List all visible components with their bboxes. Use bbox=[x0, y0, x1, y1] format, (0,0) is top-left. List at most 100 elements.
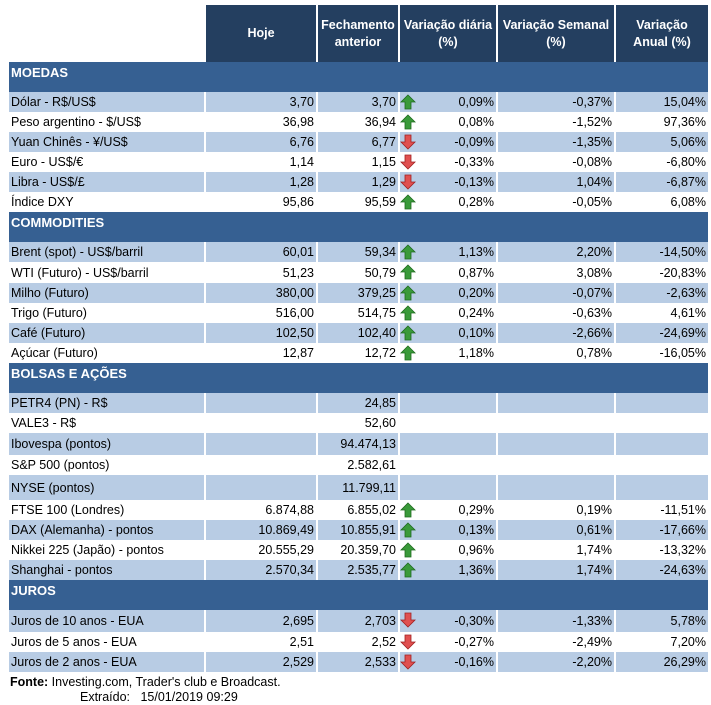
daily-change: 0,09% bbox=[400, 92, 496, 112]
annual-change bbox=[616, 455, 708, 475]
table-row: NYSE (pontos) 11.799,11 bbox=[9, 475, 708, 500]
content: Hoje Fechamento anterior Variação diária (… bbox=[7, 5, 709, 705]
arrow-up-icon bbox=[400, 522, 416, 538]
extracted-label: Extraído: bbox=[80, 690, 131, 704]
daily-change-value: -0,16% bbox=[454, 655, 494, 669]
daily-change: 1,13% bbox=[400, 242, 496, 262]
row-label: DAX (Alemanha) - pontos bbox=[9, 520, 204, 540]
annual-change: -24,69% bbox=[616, 323, 708, 343]
annual-change: -17,66% bbox=[616, 520, 708, 540]
daily-change: 0,08% bbox=[400, 112, 496, 132]
annual-change: -14,50% bbox=[616, 242, 708, 262]
row-label: Peso argentino - $/US$ bbox=[11, 115, 141, 129]
table-row: PETR4 (PN) - R$ 24,85 bbox=[9, 393, 708, 413]
today-value: 6,76 bbox=[206, 132, 316, 152]
row-label: Milho (Futuro) bbox=[9, 283, 204, 303]
section-header: BOLSAS E AÇÕES bbox=[9, 363, 708, 393]
table-row: Ibovespa (pontos) 94.474,13 bbox=[9, 433, 708, 455]
today-value: 60,01 bbox=[206, 242, 316, 262]
weekly-change: -0,08% bbox=[572, 155, 612, 169]
daily-change: 0,96% bbox=[400, 540, 496, 560]
daily-change bbox=[400, 393, 496, 413]
table-row: Índice DXY 95,86 95,59 0,28% -0,05% 6,08… bbox=[9, 192, 708, 212]
today-value: 20.555,29 bbox=[258, 543, 314, 557]
annual-change: 4,61% bbox=[670, 306, 706, 320]
row-label: Euro - US$/€ bbox=[11, 155, 84, 169]
arrow-up-icon bbox=[400, 244, 416, 260]
table-row: Libra - US$/£ 1,28 1,29 -0,13% 1,04% -6,… bbox=[9, 172, 708, 192]
weekly-change: 1,04% bbox=[498, 172, 614, 192]
daily-change: -0,16% bbox=[400, 652, 496, 672]
annual-change: 15,04% bbox=[616, 92, 708, 112]
today-value: 1,28 bbox=[206, 172, 316, 192]
daily-change-value: -0,09% bbox=[454, 135, 494, 149]
previous-close-value: 6.855,02 bbox=[347, 503, 396, 517]
annual-change bbox=[616, 393, 708, 413]
daily-change-value: 1,36% bbox=[458, 563, 494, 577]
table-row: Brent (spot) - US$/barril 60,01 59,34 1,… bbox=[9, 242, 708, 262]
section-title: COMMODITIES bbox=[9, 212, 708, 242]
daily-change-value: -0,33% bbox=[454, 155, 494, 169]
previous-close-value: 36,94 bbox=[364, 115, 396, 129]
table-row: WTI (Futuro) - US$/barril 51,23 50,79 0,… bbox=[9, 262, 708, 283]
previous-close-value: 2.582,61 bbox=[347, 458, 396, 472]
row-label: FTSE 100 (Londres) bbox=[11, 503, 125, 517]
daily-change-value: 0,29% bbox=[458, 503, 494, 517]
daily-change bbox=[400, 475, 496, 500]
previous-close-value: 12,72 bbox=[364, 346, 396, 360]
annual-change: 5,06% bbox=[616, 132, 708, 152]
previous-close-value: 95,59 bbox=[364, 195, 396, 209]
weekly-change bbox=[498, 393, 614, 413]
table-row: FTSE 100 (Londres) 6.874,88 6.855,02 0,2… bbox=[9, 500, 708, 520]
today-value: 51,23 bbox=[282, 265, 314, 280]
weekly-change: 3,08% bbox=[576, 265, 612, 280]
table-row: Juros de 10 anos - EUA 2,695 2,703 -0,30… bbox=[9, 610, 708, 632]
daily-change-value: 0,09% bbox=[458, 95, 494, 109]
row-label: PETR4 (PN) - R$ bbox=[9, 393, 204, 413]
today-value: 380,00 bbox=[206, 283, 316, 303]
footer: Fonte: Investing.com, Trader's club e Br… bbox=[7, 675, 709, 705]
today-value: 2,51 bbox=[289, 635, 314, 649]
annual-change: -24,63% bbox=[616, 560, 708, 580]
annual-change: -2,63% bbox=[616, 283, 708, 303]
annual-change: -6,80% bbox=[666, 155, 706, 169]
table-row: Juros de 2 anos - EUA 2,529 2,533 -0,16%… bbox=[9, 652, 708, 672]
weekly-change: 1,74% bbox=[498, 560, 614, 580]
row-label: Açúcar (Futuro) bbox=[11, 346, 98, 360]
table-row: Juros de 5 anos - EUA 2,51 2,52 -0,27% -… bbox=[9, 632, 708, 652]
today-value bbox=[206, 433, 316, 455]
row-label: S&P 500 (pontos) bbox=[11, 458, 110, 472]
previous-close-value: 24,85 bbox=[318, 393, 398, 413]
row-label: Shanghai - pontos bbox=[9, 560, 204, 580]
row-label: WTI (Futuro) - US$/barril bbox=[11, 265, 149, 280]
previous-close-value: 6,77 bbox=[318, 132, 398, 152]
previous-close-value: 94.474,13 bbox=[318, 433, 398, 455]
column-header: Fechamento anterior bbox=[318, 5, 398, 62]
row-label: Ibovespa (pontos) bbox=[9, 433, 204, 455]
daily-change-value: 0,20% bbox=[458, 286, 494, 300]
section-title: MOEDAS bbox=[9, 62, 708, 92]
arrow-up-icon bbox=[400, 542, 416, 558]
arrow-up-icon bbox=[400, 502, 416, 518]
table-row: Trigo (Futuro) 516,00 514,75 0,24% -0,63… bbox=[9, 303, 708, 323]
arrow-up-icon bbox=[400, 194, 416, 210]
column-header: Variação Semanal (%) bbox=[498, 5, 614, 62]
previous-close-value: 1,29 bbox=[318, 172, 398, 192]
weekly-change bbox=[498, 455, 614, 475]
daily-change: 0,10% bbox=[400, 323, 496, 343]
today-value: 516,00 bbox=[275, 306, 314, 320]
annual-change: 26,29% bbox=[616, 652, 708, 672]
row-label: Brent (spot) - US$/barril bbox=[9, 242, 204, 262]
annual-change: -13,32% bbox=[659, 543, 706, 557]
today-value bbox=[206, 475, 316, 500]
arrow-up-icon bbox=[400, 114, 416, 130]
extracted-time: 15/01/2019 09:29 bbox=[140, 690, 238, 704]
annual-change bbox=[616, 475, 708, 500]
arrow-down-icon bbox=[400, 154, 416, 170]
previous-close-value: 2,533 bbox=[318, 652, 398, 672]
daily-change: -0,33% bbox=[400, 152, 496, 172]
previous-close-value: 2,52 bbox=[371, 635, 396, 649]
section-header: JUROS bbox=[9, 580, 708, 610]
daily-change: 0,20% bbox=[400, 283, 496, 303]
table-row: Euro - US$/€ 1,14 1,15 -0,33% -0,08% -6,… bbox=[9, 152, 708, 172]
